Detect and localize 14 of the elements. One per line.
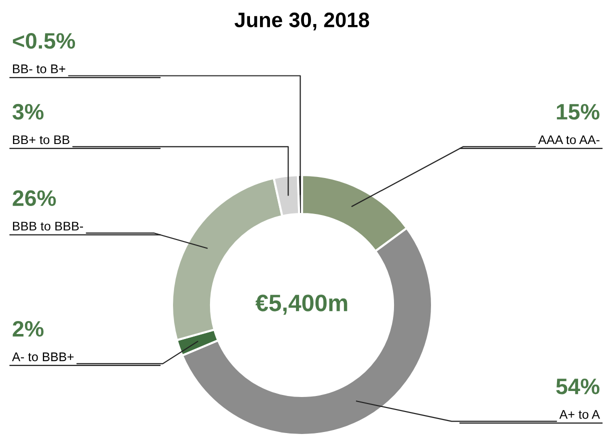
slice-label: BB+ to BB: [13, 135, 70, 144]
slice-label: AAA to AA-: [538, 135, 600, 144]
slice-label: A- to BBB+: [12, 352, 74, 362]
slice-label: BBB to BBB-: [13, 222, 83, 231]
text: €5,400m: [256, 294, 348, 315]
data-label: <0.5%: [12, 33, 76, 49]
chart-title: June 30, 2018: [234, 12, 370, 30]
data-label: 3%: [12, 104, 44, 120]
data-label: 15%: [556, 104, 600, 120]
data-label: 26%: [12, 190, 56, 206]
slice-label: A+ to A: [559, 410, 600, 419]
data-label: 54%: [556, 378, 600, 394]
data-label: 2%: [12, 320, 44, 337]
slice-label: BB- to B+: [13, 64, 66, 74]
